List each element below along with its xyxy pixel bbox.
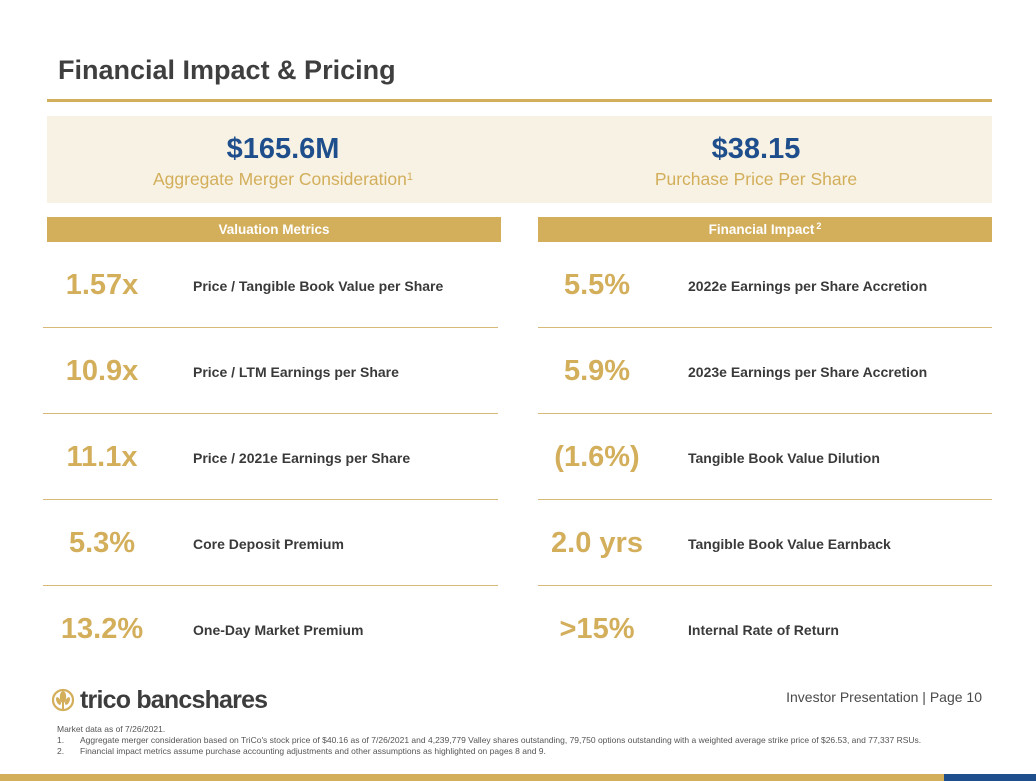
company-logo: trico bancshares bbox=[52, 685, 268, 715]
valuation-row: 13.2% One-Day Market Premium bbox=[43, 586, 498, 672]
merger-consideration-label-text: Aggregate Merger Consideration bbox=[152, 169, 407, 189]
metric-value: 5.3% bbox=[68, 527, 136, 559]
financial-impact-header: Financial Impact 2 bbox=[538, 217, 992, 242]
footnote-number: 1. bbox=[57, 735, 65, 745]
price-per-share-value: $38.15 bbox=[711, 133, 801, 165]
metric-value: >15% bbox=[559, 613, 635, 645]
logo-text: trico bancshares bbox=[80, 686, 268, 714]
footnote-text: Aggregate merger consideration based on … bbox=[80, 735, 922, 745]
title-divider bbox=[47, 99, 992, 102]
footnote-1: 1. Aggregate merger consideration based o… bbox=[57, 735, 1007, 746]
page-title: Financial Impact & Pricing bbox=[58, 55, 396, 85]
valuation-row: 5.3% Core Deposit Premium bbox=[43, 500, 498, 586]
impact-row: 5.5% 2022e Earnings per Share Accretion bbox=[538, 242, 992, 328]
price-per-share-label: Purchase Price Per Share bbox=[654, 169, 858, 189]
metric-label: 2022e Earnings per Share Accretion bbox=[688, 278, 928, 294]
footnote-number: 2. bbox=[57, 746, 65, 756]
metric-label: Tangible Book Value Earnback bbox=[688, 536, 891, 552]
impact-row: 2.0 yrs Tangible Book Value Earnback bbox=[538, 500, 992, 586]
metric-value: 5.5% bbox=[563, 269, 631, 301]
metric-label: One-Day Market Premium bbox=[193, 622, 364, 638]
footnote-marker-1: 1 bbox=[406, 171, 414, 183]
metric-label: Price / Tangible Book Value per Share bbox=[193, 278, 444, 294]
row-divider bbox=[43, 327, 498, 328]
footnote-text: Financial impact metrics assume purchase… bbox=[80, 746, 546, 756]
metric-value: 11.1x bbox=[66, 441, 138, 473]
valuation-row: 10.9x Price / LTM Earnings per Share bbox=[43, 328, 498, 414]
impact-row: 5.9% 2023e Earnings per Share Accretion bbox=[538, 328, 992, 414]
page-reference: Investor Presentation | Page 10 bbox=[786, 689, 982, 705]
hero-merger-consideration: $165.6M Aggregate Merger Consideration1 bbox=[47, 116, 519, 190]
hero-banner: $165.6M Aggregate Merger Consideration1 … bbox=[47, 116, 992, 203]
metric-value: 13.2% bbox=[60, 613, 144, 645]
impact-row: (1.6%) Tangible Book Value Dilution bbox=[538, 414, 992, 500]
row-divider bbox=[43, 499, 498, 500]
metric-label: 2023e Earnings per Share Accretion bbox=[688, 364, 928, 380]
row-divider bbox=[43, 413, 498, 414]
impact-row: >15% Internal Rate of Return bbox=[538, 586, 992, 672]
metric-label: Price / 2021e Earnings per Share bbox=[193, 450, 411, 466]
metric-value: 10.9x bbox=[65, 355, 139, 387]
footnote-2: 2. Financial impact metrics assume purcha… bbox=[57, 746, 1007, 757]
bottom-bar-gold bbox=[0, 774, 944, 781]
market-data-note: Market data as of 7/26/2021. bbox=[57, 724, 166, 734]
metric-value: 1.57x bbox=[65, 269, 139, 301]
metric-value: 5.9% bbox=[563, 355, 631, 387]
hero-price-per-share: $38.15 Purchase Price Per Share bbox=[520, 116, 992, 190]
footnotes: Market data as of 7/26/2021. 1. Aggregate… bbox=[57, 724, 1007, 757]
merger-consideration-label: Aggregate Merger Consideration1 bbox=[47, 168, 519, 190]
valuation-metrics-header: Valuation Metrics bbox=[47, 217, 501, 242]
financial-impact-header-text: Financial Impact bbox=[708, 222, 815, 237]
metric-label: Tangible Book Value Dilution bbox=[688, 450, 880, 466]
metric-label: Price / LTM Earnings per Share bbox=[193, 364, 399, 380]
row-divider bbox=[43, 585, 498, 586]
metric-label: Internal Rate of Return bbox=[688, 622, 839, 638]
merger-consideration-value: $165.6M bbox=[226, 133, 340, 165]
row-divider bbox=[538, 585, 992, 586]
metric-label: Core Deposit Premium bbox=[193, 536, 344, 552]
wheat-icon bbox=[52, 688, 74, 712]
row-divider bbox=[538, 499, 992, 500]
row-divider bbox=[538, 413, 992, 414]
valuation-row: 11.1x Price / 2021e Earnings per Share bbox=[43, 414, 498, 500]
footnote-marker-2: 2 bbox=[816, 221, 822, 231]
valuation-row: 1.57x Price / Tangible Book Value per Sh… bbox=[43, 242, 498, 328]
metric-value: (1.6%) bbox=[554, 441, 640, 473]
row-divider bbox=[538, 327, 992, 328]
bottom-bar-blue bbox=[944, 774, 1036, 781]
metric-value: 2.0 yrs bbox=[551, 527, 643, 559]
